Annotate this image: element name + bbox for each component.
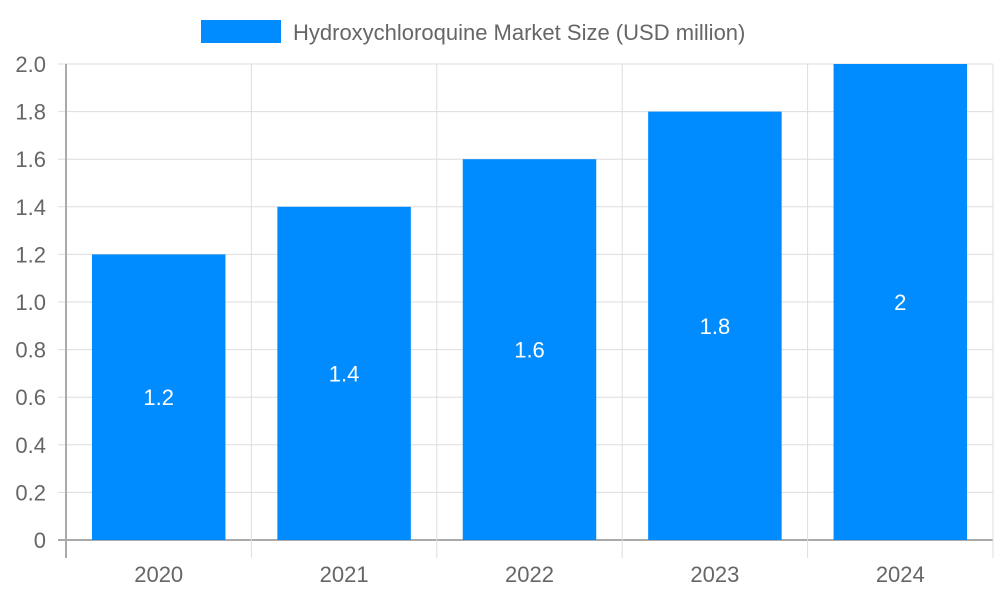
data-label: 1.6 [514, 338, 545, 363]
x-tick-label: 2022 [505, 562, 554, 587]
y-tick-label: 2.0 [15, 52, 46, 77]
data-label: 1.2 [143, 385, 174, 410]
bar [462, 159, 597, 540]
data-label: 2 [894, 290, 906, 315]
y-tick-label: 1.2 [15, 242, 46, 267]
labels: 0 0.2 0.4 0.6 0.8 1.0 1.2 1.4 1.6 1.8 2.0 2020 2021 2… [15, 52, 924, 587]
y-tick-label: 0 [34, 528, 46, 553]
y-tick-label: 0.6 [15, 385, 46, 410]
bars [91, 64, 968, 541]
y-tick-label: 0.8 [15, 338, 46, 363]
x-tick-label: 2024 [876, 562, 925, 587]
y-tick-label: 0.4 [15, 433, 46, 458]
data-label: 1.8 [700, 314, 731, 339]
y-tick-label: 1.6 [15, 147, 46, 172]
bar [277, 206, 411, 541]
data-label: 1.4 [329, 361, 360, 386]
x-tick-label: 2023 [690, 562, 739, 587]
x-tick-label: 2020 [134, 562, 183, 587]
legend[interactable]: Hydroxychloroquine Market Size (USD mill… [201, 20, 745, 45]
y-tick-label: 1.4 [15, 195, 46, 220]
x-tick-label: 2021 [320, 562, 369, 587]
y-tick-label: 1.8 [15, 100, 46, 125]
legend-label: Hydroxychloroquine Market Size (USD mill… [293, 20, 745, 45]
bar [91, 254, 226, 540]
bar [833, 64, 968, 540]
bar [648, 111, 782, 540]
y-tick-label: 1.0 [15, 290, 46, 315]
legend-swatch [201, 20, 281, 43]
y-tick-label: 0.2 [15, 480, 46, 505]
